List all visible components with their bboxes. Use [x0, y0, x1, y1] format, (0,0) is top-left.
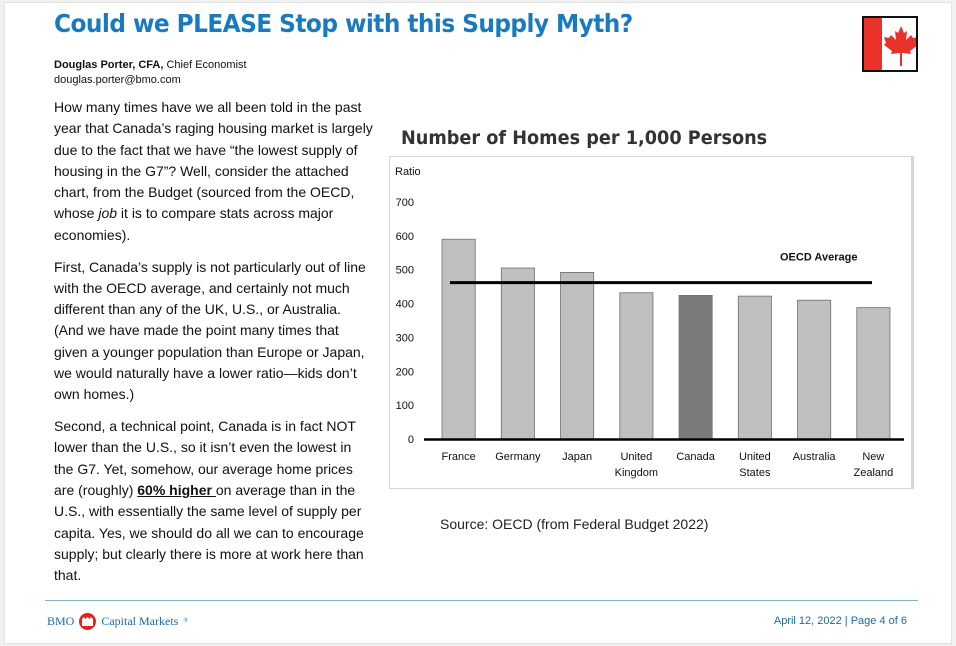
chart-source: Source: OECD (from Federal Budget 2022)	[440, 516, 709, 532]
y-axis-label: Ratio	[395, 166, 421, 178]
date-page-info: April 12, 2022 | Page 4 of 6	[773, 615, 907, 627]
bar-canada	[678, 295, 713, 440]
bar-japan	[560, 272, 595, 440]
brand-capital-markets-text: Capital Markets	[101, 613, 179, 628]
x-tick-label: Canada	[676, 451, 715, 463]
paragraph-3-end: on average than in the U.S., with essent…	[54, 482, 364, 584]
bar-germany	[500, 267, 535, 440]
bar-chart-svg: Ratio 0 100 200 300 400 500 600 700 France Germany…	[395, 166, 904, 479]
paragraph-1: How many times have we all been told in …	[54, 97, 374, 246]
x-tick-label: France	[442, 451, 476, 463]
paragraph-2: First, Canada’s supply is not particular…	[54, 258, 366, 403]
bar-france	[441, 238, 476, 440]
paragraph-1-emphasis: job	[98, 205, 118, 222]
bar-australia	[797, 299, 832, 440]
author-role: Chief Economist	[163, 59, 247, 71]
bar-united-kingdom	[619, 292, 654, 440]
x-tick-label: Germany	[495, 451, 541, 463]
y-tick-label: 700	[396, 197, 414, 209]
paragraph-3-text: Second, a technical point, Canada is in …	[54, 418, 356, 499]
flag-red-band	[864, 18, 882, 70]
x-tick-label: Zealand	[853, 467, 893, 479]
paragraph-1-end: it is to compare stats across major econ…	[54, 205, 334, 243]
bmo-roundel-icon	[79, 612, 97, 630]
bar-chart: Ratio 0 100 200 300 400 500 600 700 France Germany…	[389, 156, 914, 489]
y-tick-label: 0	[408, 434, 414, 446]
author-email[interactable]: douglas.porter@bmo.com	[54, 74, 181, 86]
paragraph-1-text: How many times have we all been told in …	[54, 99, 373, 222]
x-tick-label: New	[862, 451, 884, 463]
bar-new-zealand	[856, 307, 891, 440]
y-tick-label: 100	[396, 400, 414, 412]
author-block: Douglas Porter, CFA, Chief Economist dou…	[54, 58, 247, 88]
footer-divider	[45, 600, 918, 601]
x-tick-label: Kingdom	[615, 467, 658, 479]
document-page: Could we PLEASE Stop with this Supply My…	[4, 2, 952, 644]
x-tick-label: United	[620, 451, 652, 463]
brand-bmo-text: BMO	[47, 613, 75, 628]
bmo-capital-markets-logo: BMO Capital Markets ®	[47, 611, 188, 631]
brand-mark: ®	[183, 618, 188, 624]
y-tick-label: 300	[396, 332, 414, 344]
bar-united-states	[737, 295, 772, 440]
x-tick-label: States	[739, 467, 771, 479]
x-tick-label: Japan	[562, 451, 592, 463]
canada-flag-icon	[862, 16, 918, 72]
paragraph-3: Second, a technical point, Canada is in …	[54, 416, 374, 586]
y-tick-label: 500	[396, 265, 414, 277]
author-line: Douglas Porter, CFA, Chief Economist	[54, 58, 247, 73]
x-tick-label: United	[739, 451, 771, 463]
author-name: Douglas Porter, CFA,	[54, 59, 164, 71]
y-tick-label: 600	[396, 231, 414, 243]
x-tick-label: Australia	[793, 451, 837, 463]
article-body: How many times have we all been told in …	[54, 97, 374, 597]
maple-leaf-icon	[884, 26, 916, 66]
chart-title: Number of Homes per 1,000 Persons	[401, 127, 768, 149]
y-tick-label: 200	[396, 366, 414, 378]
paragraph-3-highlight: 60% higher	[137, 482, 216, 499]
page-title: Could we PLEASE Stop with this Supply My…	[54, 9, 633, 38]
oecd-average-label: OECD Average	[780, 252, 857, 264]
y-tick-label: 400	[396, 299, 414, 311]
